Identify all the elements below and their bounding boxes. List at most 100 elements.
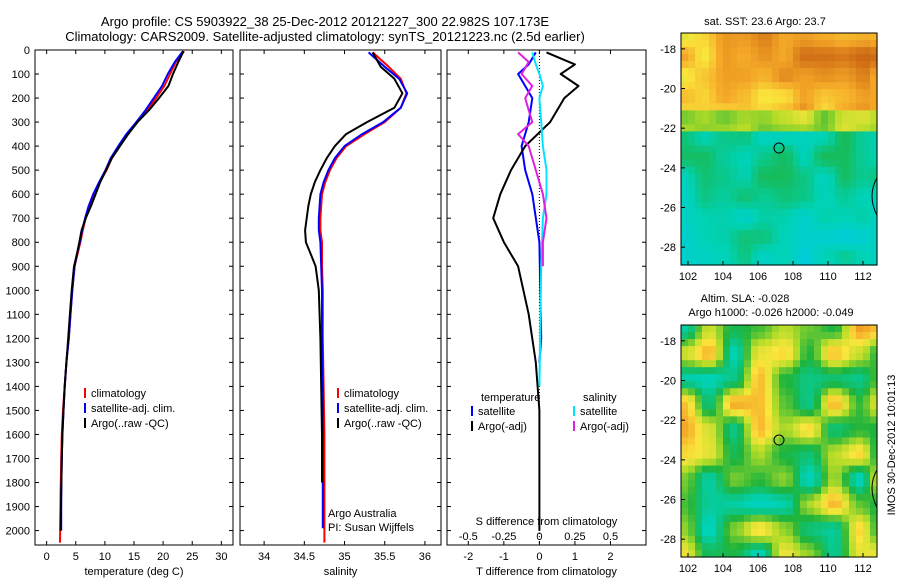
heatmap-cell [730, 250, 738, 259]
heatmap-cell [765, 437, 773, 446]
heatmap-cell [793, 374, 801, 382]
heatmap-cell [786, 514, 794, 523]
heatmap-cell [765, 325, 773, 333]
heatmap-cell [849, 339, 857, 347]
heatmap-cell [800, 549, 808, 558]
heatmap-cell [772, 61, 780, 69]
heatmap-cell [765, 257, 773, 266]
heatmap-cell [849, 409, 857, 417]
heatmap-cell [863, 138, 871, 147]
heatmap-cell [737, 68, 745, 76]
heatmap-cell [751, 395, 759, 403]
heatmap-cell [709, 201, 717, 210]
heatmap-cell [688, 257, 696, 266]
heatmap-cell [709, 138, 717, 147]
heatmap-cell [793, 528, 801, 537]
heatmap-cell [835, 360, 843, 368]
heatmap-cell [828, 89, 836, 97]
heatmap-cell [779, 166, 787, 175]
s-axis-label: S difference from climatology [476, 516, 618, 528]
heatmap-cell [737, 500, 745, 509]
heatmap-cell [751, 117, 759, 125]
heatmap-cell [779, 236, 787, 245]
heatmap-cell [730, 33, 738, 41]
heatmap-cell [723, 493, 731, 502]
heatmap-cell [856, 360, 864, 368]
heatmap-cell [856, 472, 864, 481]
heatmap-cell [681, 243, 689, 252]
heatmap-cell [730, 549, 738, 558]
heatmap-cell [681, 257, 689, 266]
y-tick-label: -18 [660, 44, 676, 56]
heatmap-cell [709, 451, 717, 460]
heatmap-cell [863, 250, 871, 259]
heatmap-cell [695, 528, 703, 537]
heatmap-cell [779, 110, 787, 118]
heatmap-cell [681, 493, 689, 502]
heatmap-cell [695, 82, 703, 90]
heatmap-cell [702, 486, 710, 495]
heatmap-cell [793, 423, 801, 432]
heatmap-cell [863, 54, 871, 62]
heatmap-cell [751, 479, 759, 488]
heatmap-cell [849, 458, 857, 467]
coastline [871, 177, 878, 216]
heatmap-cell [758, 528, 766, 537]
heatmap-cell [688, 68, 696, 76]
heatmap-cell [779, 444, 787, 453]
heatmap-cell [779, 423, 787, 432]
heatmap-cell [716, 166, 724, 175]
heatmap-cell [814, 194, 822, 203]
heatmap-cell [800, 423, 808, 432]
heatmap-cell [688, 236, 696, 245]
y-tick-label: 1200 [6, 333, 30, 345]
legend-label: Argo(..raw -QC) [91, 418, 169, 430]
heatmap-cell [828, 381, 836, 389]
heatmap-cell [828, 166, 836, 175]
heatmap-cell [765, 138, 773, 147]
heatmap-cell [786, 194, 794, 203]
heatmap-cell [709, 325, 717, 333]
heatmap-cell [800, 89, 808, 97]
heatmap-cell [807, 353, 815, 361]
heatmap-cell [772, 201, 780, 210]
heatmap-cell [765, 472, 773, 481]
heatmap-cell [828, 187, 836, 196]
heatmap-cell [870, 222, 878, 231]
heatmap-cell [695, 257, 703, 266]
heatmap-cell [842, 472, 850, 481]
heatmap-cell [786, 82, 794, 90]
heatmap-cell [856, 423, 864, 432]
y-tick-label: 300 [12, 117, 30, 129]
heatmap-cell [793, 360, 801, 368]
heatmap-cell [870, 423, 878, 432]
heatmap-cell [828, 215, 836, 224]
heatmap-cell [758, 416, 766, 425]
heatmap-cell [681, 507, 689, 516]
heatmap-cell [702, 173, 710, 182]
heatmap-cell [800, 409, 808, 417]
heatmap-cell [723, 82, 731, 90]
heatmap-cell [786, 40, 794, 48]
heatmap-cell [835, 521, 843, 530]
heatmap-cell [716, 75, 724, 83]
heatmap-cell [800, 96, 808, 104]
heatmap-cell [821, 535, 829, 544]
heatmap-cell [709, 381, 717, 389]
heatmap-cell [744, 528, 752, 537]
heatmap-cell [681, 458, 689, 467]
heatmap-cell [807, 444, 815, 453]
heatmap-cell [849, 110, 857, 118]
heatmap-cell [709, 549, 717, 558]
heatmap-cell [688, 416, 696, 425]
heatmap-cell [688, 535, 696, 544]
heatmap-cell [772, 479, 780, 488]
heatmap-cell [681, 89, 689, 97]
heatmap-cell [702, 159, 710, 168]
heatmap-cell [779, 152, 787, 161]
heatmap-cell [870, 500, 878, 509]
heatmap-cell [807, 479, 815, 488]
heatmap-cell [786, 229, 794, 238]
heatmap-cell [758, 437, 766, 446]
heatmap-cell [807, 257, 815, 266]
